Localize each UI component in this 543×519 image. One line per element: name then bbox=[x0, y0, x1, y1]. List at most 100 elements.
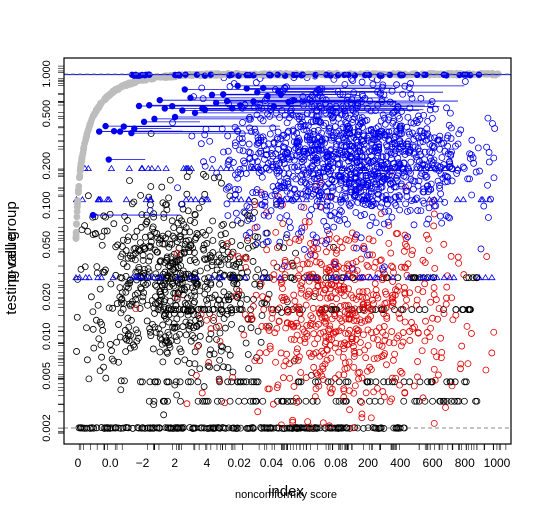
data-point bbox=[298, 224, 306, 232]
data-point bbox=[73, 348, 80, 355]
data-point bbox=[109, 273, 117, 281]
data-point bbox=[355, 273, 364, 281]
data-point bbox=[335, 137, 343, 145]
data-point bbox=[272, 109, 280, 117]
data-point bbox=[443, 134, 451, 142]
data-point bbox=[263, 246, 271, 254]
data-point bbox=[383, 173, 391, 180]
data-point bbox=[426, 273, 435, 281]
data-point bbox=[300, 204, 308, 211]
data-point bbox=[378, 153, 385, 161]
data-point bbox=[477, 195, 485, 203]
data-point bbox=[314, 172, 322, 179]
data-point bbox=[302, 195, 311, 203]
data-point bbox=[367, 414, 375, 422]
data-point bbox=[294, 378, 302, 386]
data-point bbox=[280, 195, 289, 203]
data-point bbox=[101, 227, 108, 235]
data-point bbox=[377, 184, 385, 191]
data-point bbox=[365, 188, 373, 196]
data-point bbox=[402, 235, 410, 242]
data-point bbox=[335, 327, 343, 335]
data-point bbox=[237, 195, 245, 203]
data-point bbox=[322, 206, 330, 214]
y-axis-label-2: testing cell group bbox=[3, 201, 20, 314]
data-point bbox=[84, 192, 92, 200]
data-point bbox=[207, 325, 215, 333]
data-point bbox=[217, 164, 225, 171]
data-point bbox=[333, 246, 341, 254]
data-point bbox=[312, 234, 320, 242]
data-point bbox=[382, 153, 390, 160]
data-point bbox=[303, 192, 311, 200]
data-point bbox=[307, 240, 314, 247]
data-point bbox=[435, 305, 443, 312]
data-point bbox=[367, 366, 375, 373]
data-point bbox=[89, 325, 97, 333]
data-point bbox=[125, 233, 132, 241]
data-point bbox=[97, 341, 105, 349]
data-point bbox=[318, 179, 326, 187]
data-point bbox=[452, 311, 460, 319]
data-point bbox=[160, 411, 168, 419]
data-point bbox=[321, 135, 329, 143]
data-point bbox=[335, 348, 343, 356]
data-point bbox=[125, 337, 133, 345]
y-tick-label: 0.010 bbox=[41, 323, 53, 351]
data-point bbox=[116, 128, 124, 135]
data-point bbox=[430, 284, 438, 291]
data-point bbox=[346, 202, 354, 210]
data-point bbox=[415, 397, 423, 405]
data-point bbox=[444, 178, 452, 185]
data-point bbox=[437, 334, 444, 342]
data-point bbox=[247, 128, 255, 136]
data-point bbox=[177, 397, 184, 405]
data-point bbox=[194, 378, 202, 386]
data-point bbox=[378, 95, 386, 103]
data-point bbox=[389, 273, 397, 281]
data-point bbox=[251, 357, 259, 365]
data-point bbox=[405, 84, 413, 92]
data-point bbox=[332, 249, 340, 257]
data-point bbox=[412, 164, 420, 171]
data-point bbox=[235, 287, 243, 295]
data-point bbox=[424, 235, 432, 243]
data-point bbox=[401, 240, 409, 248]
data-point bbox=[259, 397, 267, 405]
data-point bbox=[282, 357, 290, 365]
data-point bbox=[301, 223, 309, 231]
data-point bbox=[335, 397, 343, 405]
data-point bbox=[351, 235, 359, 243]
data-point bbox=[356, 368, 363, 376]
data-point bbox=[394, 103, 402, 111]
data-point bbox=[156, 330, 164, 338]
data-point bbox=[123, 336, 131, 344]
data-point bbox=[310, 330, 318, 338]
data-point bbox=[354, 131, 362, 139]
data-point bbox=[431, 376, 439, 384]
data-point bbox=[240, 331, 248, 339]
data-point bbox=[167, 259, 175, 267]
data-point bbox=[292, 304, 300, 311]
data-point bbox=[367, 127, 375, 134]
data-point bbox=[210, 350, 218, 358]
data-point bbox=[416, 116, 424, 123]
data-point bbox=[170, 282, 178, 290]
data-point bbox=[172, 378, 180, 386]
data-point bbox=[266, 342, 274, 350]
data-point bbox=[281, 256, 289, 264]
data-point bbox=[387, 149, 395, 157]
data-point bbox=[147, 183, 155, 190]
data-point bbox=[81, 273, 90, 281]
data-point bbox=[449, 316, 457, 324]
data-point bbox=[283, 350, 291, 358]
data-point bbox=[137, 378, 144, 386]
data-point bbox=[278, 397, 286, 405]
data-point bbox=[132, 326, 140, 334]
data-point bbox=[178, 286, 186, 294]
x-tick-label: 600 bbox=[423, 456, 443, 470]
data-point bbox=[307, 246, 315, 254]
data-point bbox=[455, 397, 463, 405]
data-point bbox=[122, 335, 129, 342]
data-point bbox=[326, 269, 334, 277]
